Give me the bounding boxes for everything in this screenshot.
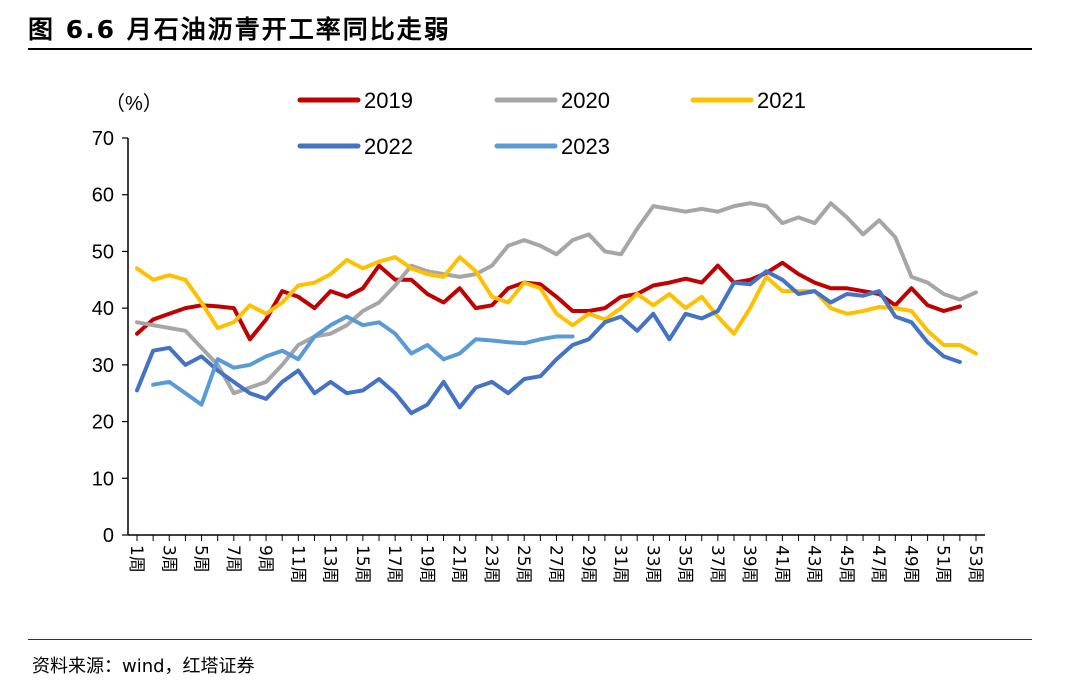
series-line-2020 — [135, 201, 978, 396]
x-tick-label: 39周 — [739, 545, 759, 584]
x-tick-label: 23周 — [481, 545, 501, 584]
y-tick-label: 20 — [92, 412, 114, 434]
x-tick-label: 51周 — [933, 545, 953, 584]
y-tick-label: 30 — [92, 355, 114, 377]
y-axis-unit-label: （%） — [105, 92, 163, 115]
x-tick-label: 37周 — [707, 545, 727, 584]
x-tick-label: 45周 — [836, 545, 856, 584]
legend: 2019 2020 2021 2022 2023 — [297, 88, 806, 159]
x-tick-label: 29周 — [578, 545, 598, 584]
x-tick-label: 49周 — [900, 545, 920, 584]
x-tick-label: 13周 — [320, 545, 340, 584]
legend-label-2022: 2022 — [364, 134, 413, 159]
series-lines — [135, 201, 978, 416]
y-tick-label: 70 — [92, 128, 114, 150]
x-tick-label: 47周 — [868, 545, 888, 584]
x-tick-label: 3周 — [158, 545, 178, 573]
x-tick-label: 31周 — [610, 545, 630, 584]
y-tick-label: 40 — [92, 298, 114, 320]
y-tick-label: 50 — [92, 241, 114, 263]
x-tick-label: 19周 — [416, 545, 436, 584]
y-tick-label: 60 — [92, 185, 114, 207]
title-rule — [28, 48, 1032, 50]
y-tick-label: 10 — [92, 468, 114, 490]
series-line-2023 — [151, 314, 575, 407]
x-tick-label: 17周 — [384, 545, 404, 584]
series-line-2021 — [135, 255, 978, 356]
x-tick-label: 21周 — [449, 545, 469, 584]
x-tick-label: 9周 — [255, 545, 275, 573]
x-tick-label: 41周 — [771, 545, 791, 584]
legend-label-2019: 2019 — [364, 88, 413, 113]
axes: 0 10 20 30 40 50 60 70 1周 3周 5周 7周 9周 11周 13周 15周 17周 19周… — [92, 128, 985, 584]
legend-label-2021: 2021 — [757, 88, 806, 113]
legend-label-2023: 2023 — [561, 134, 610, 159]
x-tick-label: 11周 — [287, 545, 307, 584]
x-tick-label: 25周 — [513, 545, 533, 584]
x-tick-label: 27周 — [546, 545, 566, 584]
line-chart: 0 10 20 30 40 50 60 70 1周 3周 5周 7周 9周 11周 13周 15周 17周 19周… — [92, 88, 985, 584]
figure-title: 图 6.6 月石油沥青开工率同比走弱 — [28, 15, 451, 44]
x-tick-label: 53周 — [965, 545, 985, 584]
source-note: 资料来源：wind，红塔证券 — [32, 656, 255, 677]
x-tick-label: 5周 — [191, 545, 211, 573]
legend-label-2020: 2020 — [561, 88, 610, 113]
x-tick-label: 33周 — [642, 545, 662, 584]
footer-rule — [28, 639, 1032, 640]
x-tick-label: 7周 — [223, 545, 243, 573]
series-line-2022 — [135, 269, 962, 416]
x-tick-label: 15周 — [352, 545, 372, 584]
x-tick-label: 43周 — [804, 545, 824, 584]
x-tick-label: 1周 — [126, 545, 146, 573]
x-tick-label: 35周 — [675, 545, 695, 584]
series-line-2019 — [135, 260, 962, 342]
y-tick-label: 0 — [103, 525, 114, 547]
